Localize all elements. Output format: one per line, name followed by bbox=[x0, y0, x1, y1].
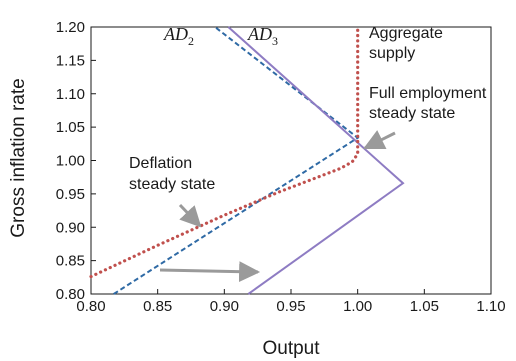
x-tick-label: 1.10 bbox=[476, 298, 505, 315]
annotation-full-employment: Full employment steady state bbox=[369, 85, 491, 122]
x-tick-label: 1.05 bbox=[410, 298, 439, 315]
series-group bbox=[89, 25, 405, 295]
y-tick-label: 1.05 bbox=[56, 119, 85, 136]
x-tick-label: 0.85 bbox=[143, 298, 172, 315]
y-tick-label: 1.10 bbox=[56, 86, 85, 103]
series-label-ad3: AD3 bbox=[247, 24, 278, 48]
annotation-aggregate-supply: Aggregate supply bbox=[369, 25, 447, 62]
x-tick-label: 0.90 bbox=[210, 298, 239, 315]
y-axis-title: Gross inflation rate bbox=[8, 78, 29, 237]
y-tick-label: 0.80 bbox=[56, 286, 85, 303]
y-tick-label: 1.00 bbox=[56, 153, 85, 170]
arrow-full-employment bbox=[363, 130, 396, 150]
series-label-ad2: AD2 bbox=[163, 24, 194, 48]
arrow-shift bbox=[159, 261, 261, 283]
series-line-aggregate-supply bbox=[89, 25, 360, 279]
y-tick-label: 0.90 bbox=[56, 219, 85, 236]
axis-ticks: 0.80 0.85 0.90 0.95 1.00 1.05 1.10 0.80 0.85 0.90… bbox=[56, 19, 506, 315]
series-line-ad3 bbox=[227, 26, 405, 295]
x-tick-label: 1.00 bbox=[343, 298, 372, 315]
y-tick-label: 0.85 bbox=[56, 253, 85, 270]
y-tick-label: 1.15 bbox=[56, 52, 85, 69]
y-tick-label: 0.95 bbox=[56, 186, 85, 203]
x-tick-label: 0.80 bbox=[76, 298, 105, 315]
y-tick-label: 1.20 bbox=[56, 19, 85, 36]
x-tick-label: 0.95 bbox=[276, 298, 305, 315]
x-axis-title: Output bbox=[262, 338, 320, 359]
annotation-deflation: Deflation steady state bbox=[129, 155, 215, 193]
arrow-deflation bbox=[178, 203, 202, 228]
